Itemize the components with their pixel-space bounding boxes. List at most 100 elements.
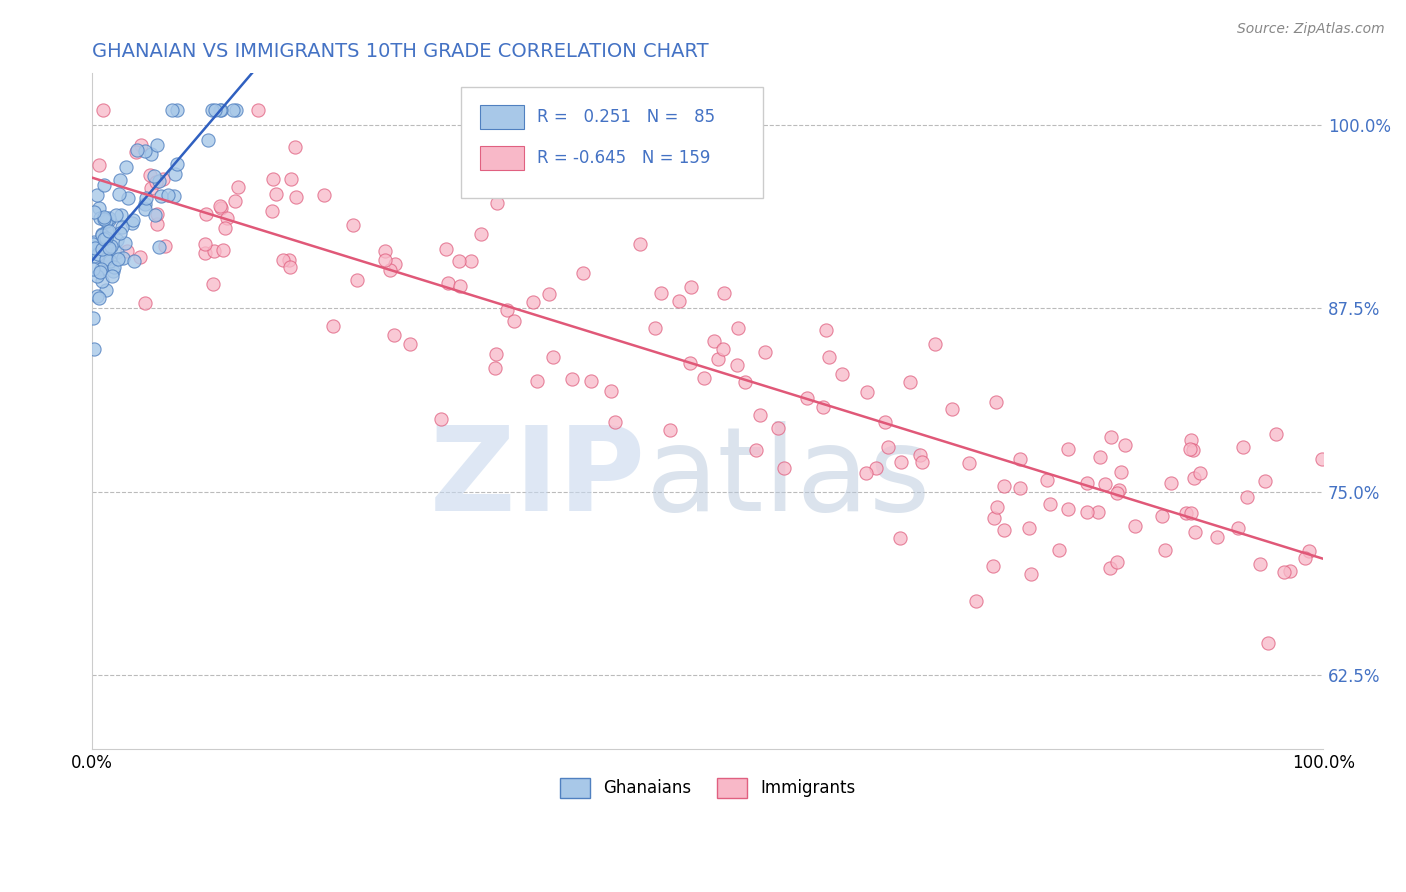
Point [97,224,120,238]
Point [346,273,368,287]
Point [1184,525,1206,540]
Point [965,594,987,608]
Point [1249,558,1271,572]
Point [89,211,111,225]
Point [226,180,249,194]
Point [382,328,405,343]
Point [644,321,666,335]
Point [278,253,301,268]
Point [152,172,174,186]
Point [82,262,104,277]
Point [1114,438,1136,452]
Point [284,139,307,153]
Point [148,239,170,253]
Point [110,173,132,187]
Point [447,254,470,268]
Point [561,371,583,385]
Point [166,103,188,117]
Point [150,189,173,203]
Point [941,401,963,416]
Point [1160,476,1182,491]
Point [204,244,226,259]
Point [90,227,112,242]
Point [659,423,682,437]
Point [89,291,111,305]
Point [1257,635,1279,649]
Point [986,500,1008,514]
Point [105,234,128,248]
Point [898,375,921,389]
Point [84,240,107,254]
Point [526,374,548,388]
Point [91,242,114,256]
Point [247,103,270,117]
Point [579,374,602,388]
Point [114,160,136,174]
Point [145,138,167,153]
Point [145,175,167,189]
Point [110,208,132,222]
Point [139,181,162,195]
Point [129,250,152,264]
Point [1088,450,1111,464]
Point [100,239,122,253]
Point [766,421,789,435]
Point [1099,560,1122,574]
Point [1008,452,1031,467]
Point [650,285,672,300]
Point [122,213,145,227]
Point [94,252,117,267]
Point [1232,440,1254,454]
Point [1298,543,1320,558]
Point [111,220,134,235]
Point [262,171,284,186]
Point [734,375,756,389]
Point [143,209,166,223]
Point [103,260,125,274]
FancyBboxPatch shape [479,105,524,129]
Point [135,191,157,205]
Point [1076,505,1098,519]
Point [890,455,912,469]
Point [107,187,129,202]
Point [94,213,117,227]
Point [1021,566,1043,581]
Point [91,227,114,241]
Point [703,334,725,348]
Point [1206,530,1229,544]
Point [1175,506,1198,520]
Point [217,211,239,225]
Point [83,204,105,219]
Text: ZIP: ZIP [430,421,647,536]
Point [876,440,898,454]
Point [374,244,396,259]
Point [796,391,818,405]
Point [1150,509,1173,524]
Point [101,264,124,278]
Point [208,199,231,213]
Point [484,360,506,375]
Point [82,311,104,326]
Point [496,302,519,317]
Point [160,103,183,117]
Point [86,289,108,303]
Point [163,167,186,181]
Point [94,230,117,244]
Text: atlas: atlas [647,421,932,536]
Point [108,226,131,240]
Point [817,351,839,365]
Point [1107,555,1129,569]
Point [1076,475,1098,490]
Point [83,342,105,356]
Point [89,262,111,277]
Point [727,321,749,335]
Point [924,337,946,351]
Point [1254,475,1277,489]
Point [127,143,149,157]
Point [260,204,283,219]
Point [93,232,115,246]
Point [668,293,690,308]
Point [211,243,233,257]
Point [115,244,138,258]
Point [1279,564,1302,578]
